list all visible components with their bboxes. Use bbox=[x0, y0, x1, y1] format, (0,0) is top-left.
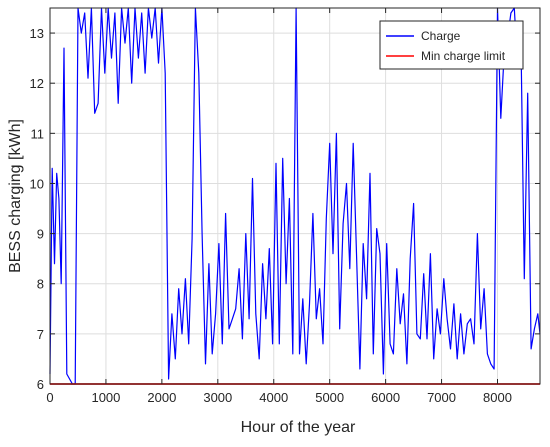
axes-box bbox=[49, 7, 541, 385]
x-tick-label: 6000 bbox=[371, 390, 400, 405]
y-tick-labels: 6 7 8 9 10 11 12 13 bbox=[30, 26, 44, 392]
legend-label-min-charge-limit: Min charge limit bbox=[421, 49, 506, 63]
x-tick-labels: 0 1000 2000 3000 4000 5000 6000 7000 8000 bbox=[46, 390, 512, 405]
legend-label-charge: Charge bbox=[421, 29, 461, 43]
axes-layer bbox=[49, 7, 541, 385]
y-tick-label: 12 bbox=[30, 76, 44, 91]
x-tick-label: 0 bbox=[46, 390, 53, 405]
y-tick-label: 6 bbox=[37, 377, 44, 392]
y-axis-label: BESS charging [kWh] bbox=[7, 119, 24, 273]
x-tick-label: 8000 bbox=[483, 390, 512, 405]
x-tick-label: 1000 bbox=[91, 390, 120, 405]
x-axis-label: Hour of the year bbox=[241, 419, 356, 436]
x-tick-label: 2000 bbox=[147, 390, 176, 405]
y-tick-label: 10 bbox=[30, 176, 44, 191]
x-tick-label: 5000 bbox=[315, 390, 344, 405]
legend-box bbox=[379, 20, 524, 70]
series-line-charge bbox=[49, 7, 541, 385]
x-tick-label: 4000 bbox=[259, 390, 288, 405]
y-tick-label: 9 bbox=[37, 227, 44, 242]
legend: Charge Min charge limit bbox=[379, 20, 524, 70]
y-tick-label: 8 bbox=[37, 277, 44, 292]
y-tick-label: 7 bbox=[37, 327, 44, 342]
x-tick-label: 7000 bbox=[427, 390, 456, 405]
y-tick-label: 11 bbox=[31, 126, 45, 141]
x-tick-label: 3000 bbox=[203, 390, 232, 405]
y-tick-label: 13 bbox=[30, 26, 44, 41]
